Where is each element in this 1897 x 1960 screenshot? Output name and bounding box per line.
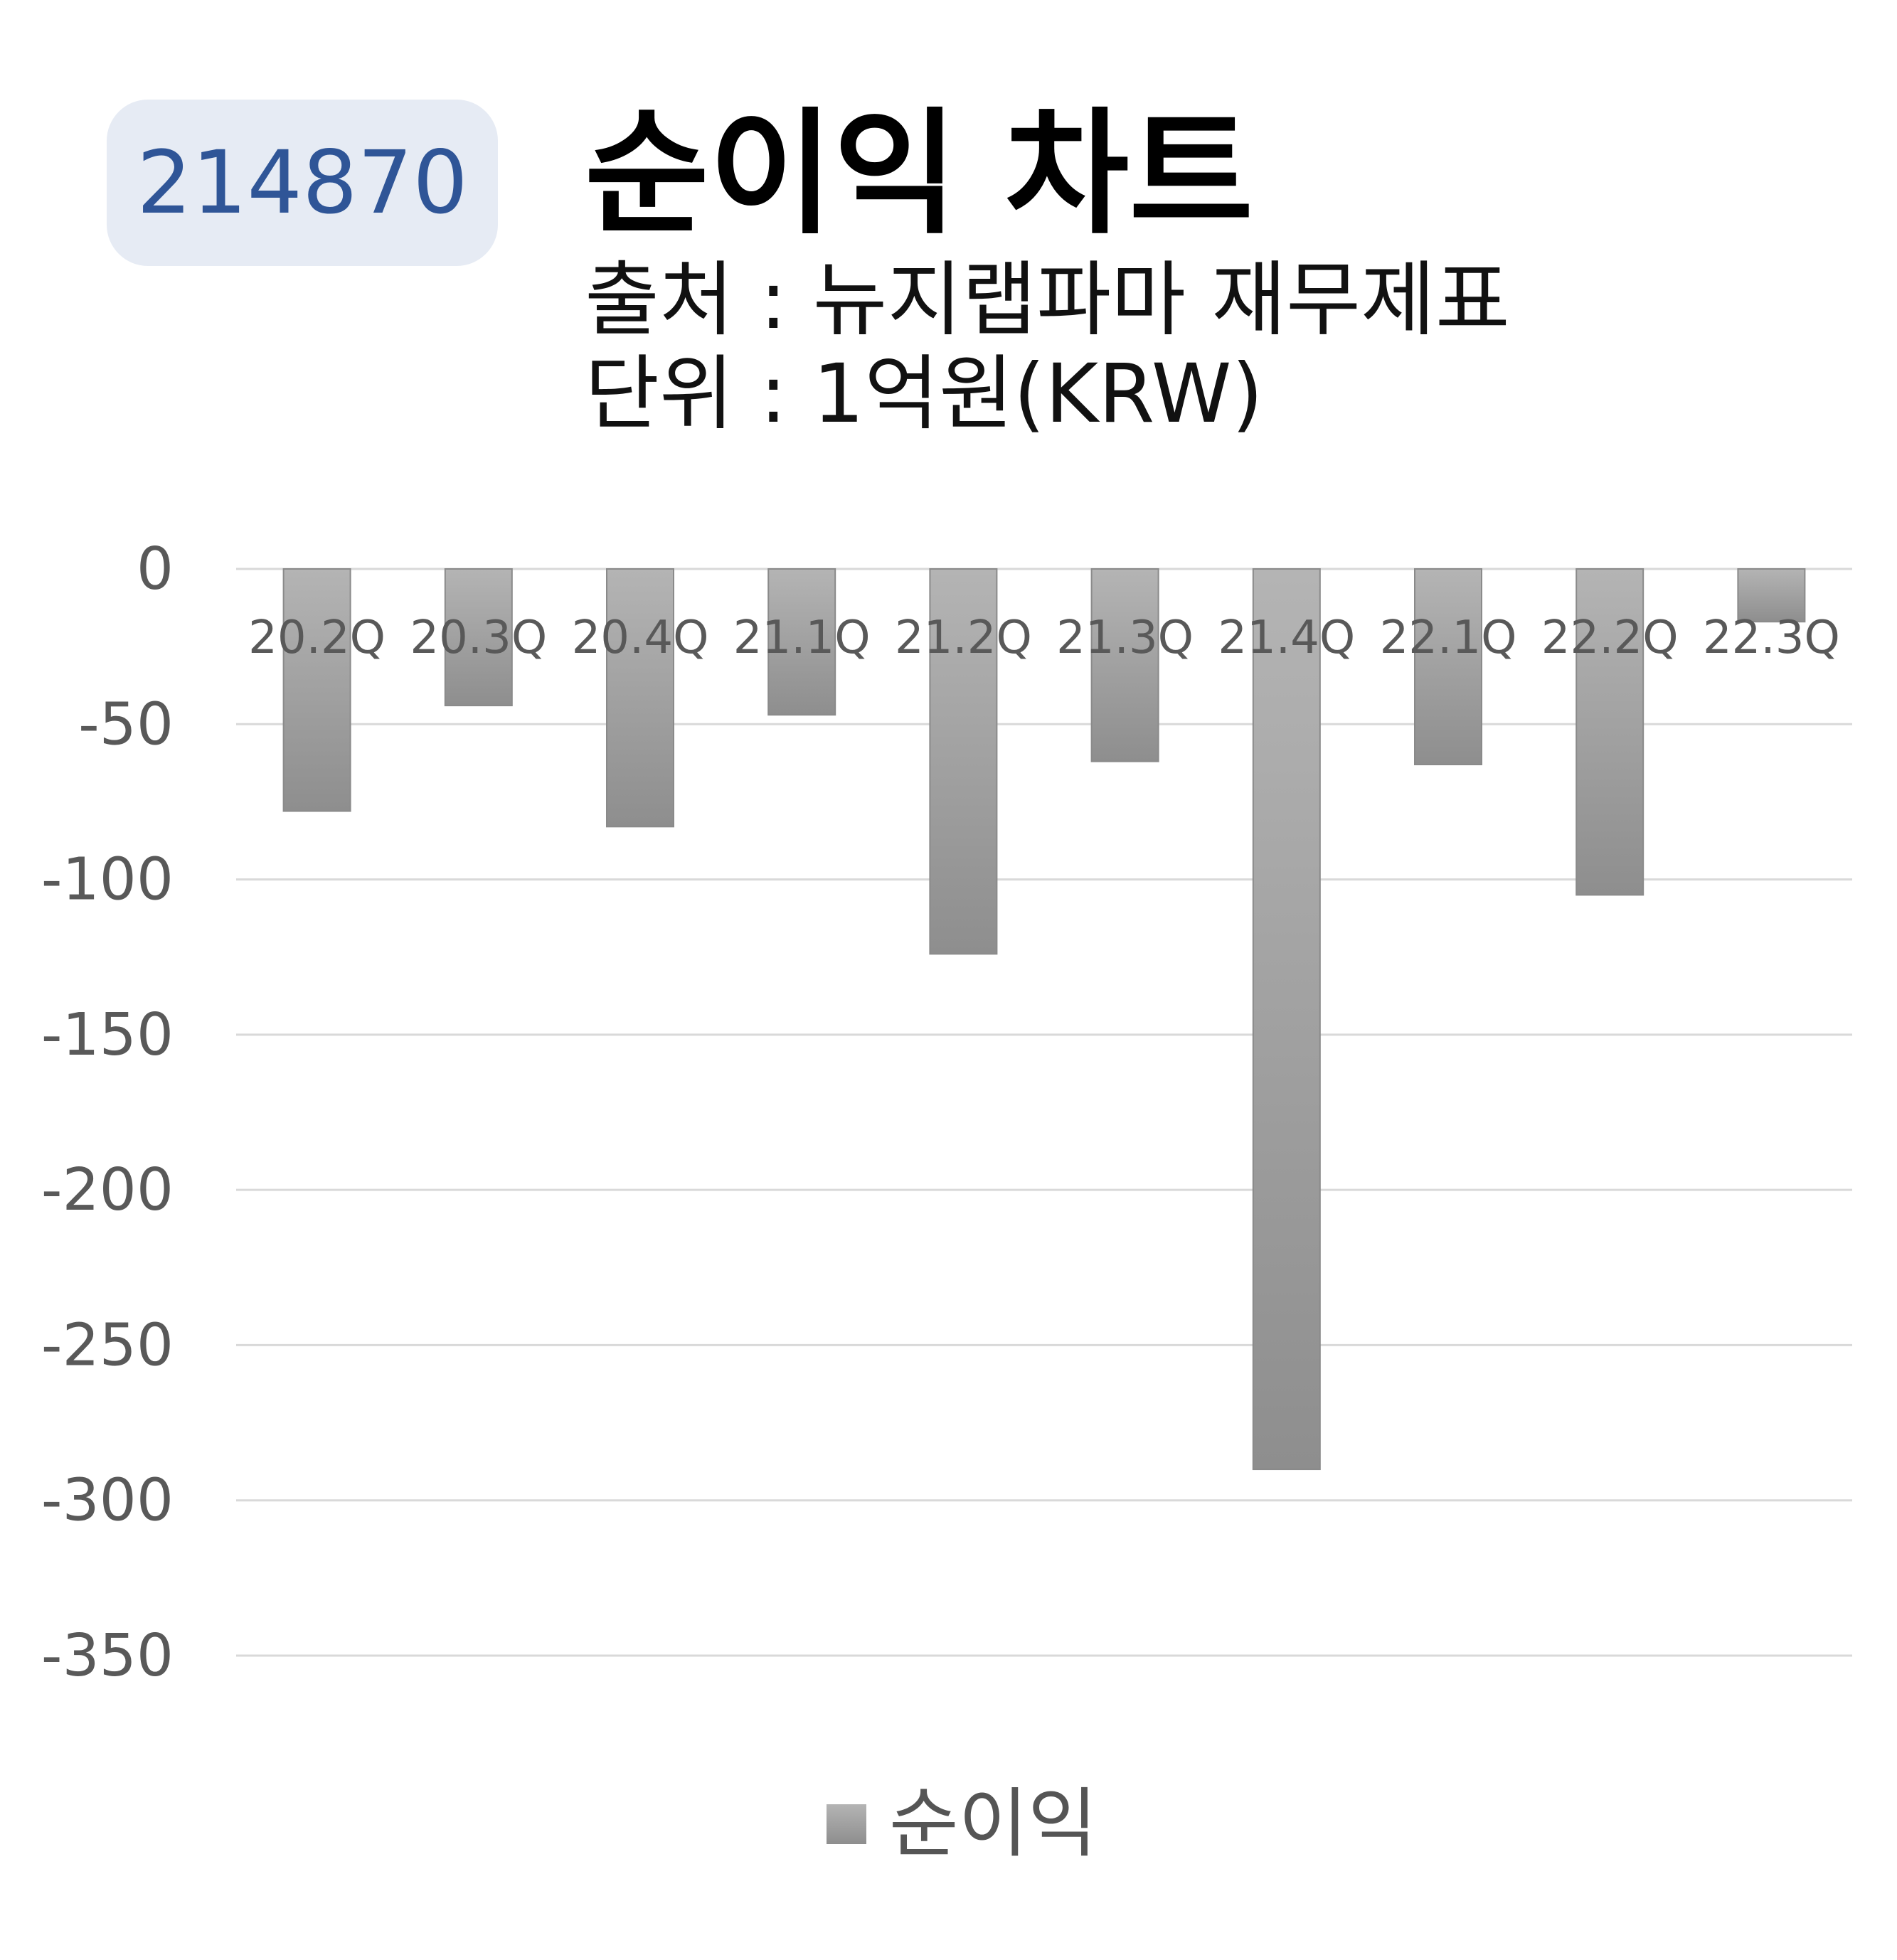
y-tick-label: -350 (41, 1622, 174, 1690)
bar (606, 568, 674, 828)
y-tick-label: -250 (41, 1311, 174, 1379)
x-tick-label: 21.3Q (1056, 612, 1194, 664)
x-tick-label: 22.3Q (1703, 612, 1840, 664)
y-axis-ticks: 0 -50 -100 -150 -200 -250 -300 -350 (41, 536, 174, 1690)
x-tick-label: 20.3Q (410, 612, 547, 664)
source-line: 출처 : 뉴지랩파마 재무제표 (585, 252, 1510, 347)
unit-line: 단위 : 1억원(KRW) (585, 346, 1263, 441)
x-tick-label: 22.1Q (1380, 612, 1517, 664)
legend-label: 순이익 (889, 1780, 1098, 1868)
y-tick-label: -100 (41, 846, 174, 914)
x-axis-ticks: 20.2Q 20.3Q 20.4Q 21.1Q 21.2Q 21.3Q 21.4Q 22.1Q… (248, 612, 1840, 664)
y-tick-label: -50 (78, 691, 174, 758)
stock-code-badge: 214870 (107, 100, 498, 266)
y-tick-label: -300 (41, 1467, 174, 1535)
bar (767, 568, 836, 716)
x-tick-label: 22.2Q (1541, 612, 1679, 664)
y-tick-label: -150 (41, 1001, 174, 1069)
x-tick-label: 21.2Q (895, 612, 1032, 664)
bar (1252, 568, 1321, 1471)
chart-title: 순이익 차트 (585, 95, 1254, 252)
bar (444, 568, 513, 707)
bar (1414, 568, 1482, 766)
bars (282, 568, 1806, 1471)
x-tick-label: 20.2Q (248, 612, 386, 664)
gridlines (236, 568, 1852, 1657)
bar (1090, 568, 1159, 762)
y-tick-label: -200 (41, 1156, 174, 1224)
bar (1737, 568, 1806, 623)
x-tick-label: 20.4Q (572, 612, 709, 664)
legend: 순이익 (827, 1785, 1098, 1863)
x-tick-label: 21.4Q (1218, 612, 1355, 664)
y-tick-label: 0 (137, 536, 174, 603)
bar (1575, 568, 1644, 896)
x-tick-label: 21.1Q (733, 612, 871, 664)
bar (282, 568, 351, 812)
legend-swatch (827, 1804, 866, 1844)
bar (929, 568, 998, 955)
